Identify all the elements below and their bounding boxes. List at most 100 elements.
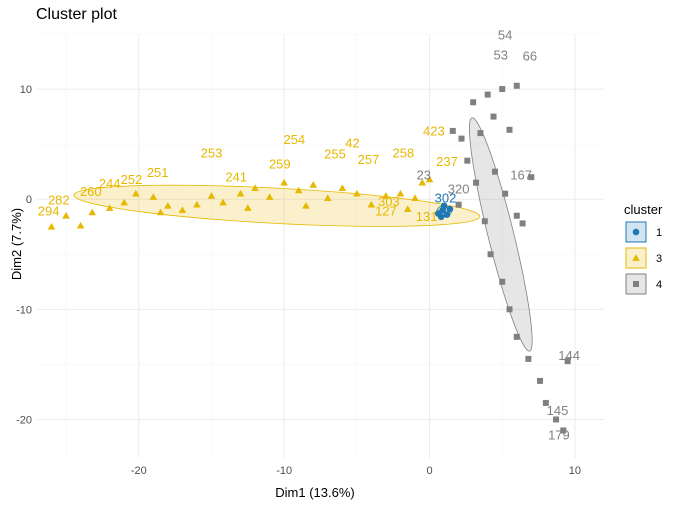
cluster-4-point (564, 358, 571, 365)
cluster-3-point (367, 200, 376, 208)
legend-label: 4 (656, 279, 662, 291)
cluster-3-points (47, 175, 434, 230)
cluster-4-point (470, 99, 477, 106)
legend-key-1: 1 (625, 221, 662, 243)
y-tick-label: 0 (26, 194, 32, 206)
point-label: 54 (498, 28, 512, 43)
cluster-4-point (513, 212, 520, 219)
cluster-1-points (434, 202, 454, 221)
cluster-3-point (236, 189, 245, 197)
cluster-3-point (244, 204, 252, 211)
point-label: 144 (558, 348, 580, 363)
cluster-4-point (464, 157, 471, 164)
cluster-4-points (449, 82, 571, 434)
y-tick-label: -10 (16, 304, 32, 316)
cluster-3-point (47, 222, 56, 230)
cluster-3-point (294, 186, 303, 194)
point-label: 252 (121, 172, 143, 187)
cluster-3-point (309, 181, 318, 188)
cluster-3-hull (73, 184, 481, 227)
cluster-1-labels: 302 (435, 190, 457, 205)
cluster-3-point (207, 192, 216, 199)
point-label: 423 (423, 123, 445, 138)
point-label: 179 (548, 427, 570, 442)
cluster-4-point (506, 306, 513, 313)
cluster-3-point (219, 198, 227, 206)
point-label: 294 (38, 204, 60, 219)
legend-marker (632, 254, 640, 261)
cluster-3-point (156, 208, 165, 216)
cluster-4-point (506, 126, 513, 133)
point-label: 241 (225, 170, 247, 185)
cluster-4-point (449, 127, 456, 134)
cluster-4-point (519, 220, 526, 227)
point-label: 131 (416, 209, 438, 224)
point-label: 302 (435, 190, 457, 205)
cluster-3-point (251, 184, 259, 192)
point-label: 42 (345, 135, 359, 150)
y-tick-label: 10 (20, 84, 32, 96)
cluster-3-point (149, 193, 158, 200)
cluster-3-point (323, 194, 332, 201)
point-label: 259 (269, 156, 291, 171)
cluster-4-point (542, 399, 549, 406)
cluster-4-ellipse (469, 117, 533, 352)
cluster-4-point (513, 82, 520, 89)
cluster-4-point (560, 427, 567, 434)
legend-marker (632, 228, 640, 236)
cluster-3-point (105, 204, 114, 211)
cluster-3-point (120, 198, 129, 206)
point-label: 303 (378, 194, 400, 209)
point-label: 255 (324, 146, 346, 161)
cluster-3-point (164, 202, 172, 209)
point-label: 253 (201, 145, 223, 160)
point-label: 258 (393, 145, 415, 160)
x-tick-label: -20 (131, 465, 147, 477)
point-label: 53 (494, 47, 508, 62)
cluster-4-point (499, 86, 506, 93)
cluster-4-point (499, 278, 506, 285)
y-axis-title: Dim2 (7.7%) (9, 208, 24, 280)
cluster-4-point (553, 416, 560, 423)
cluster-3-point (411, 194, 419, 201)
cluster-4-point (481, 218, 488, 225)
chart-title: Cluster plot (36, 6, 117, 23)
cluster-4-point (458, 135, 465, 142)
point-label: 145 (547, 403, 569, 418)
cluster-4-labels: 54 53 66 167 144 145 179 23 320 (416, 28, 579, 443)
cluster-4-point (455, 201, 462, 208)
cluster-3-point (396, 189, 405, 197)
legend: cluster 1 3 4 (624, 202, 663, 295)
cluster-3-point (88, 208, 97, 216)
cluster-4-point (490, 113, 497, 120)
cluster-4-hull (469, 117, 533, 352)
cluster-4-point (525, 355, 532, 362)
cluster-3-point (382, 192, 390, 199)
cluster-4-point (491, 168, 498, 175)
cluster-3-point (132, 189, 140, 197)
cluster-3-point (76, 221, 85, 229)
cluster-3-point (193, 200, 201, 208)
cluster-1-point (446, 205, 454, 213)
cluster-3-point (425, 175, 434, 183)
point-label: 254 (283, 132, 305, 147)
legend-key-4: 4 (625, 273, 662, 295)
cluster-3-point (280, 178, 288, 186)
point-label: 244 (99, 176, 121, 191)
point-label: 251 (147, 165, 169, 180)
legend-label: 3 (656, 253, 662, 265)
legend-marker (633, 281, 639, 287)
cluster-4-point (477, 130, 484, 137)
point-label: 260 (80, 184, 102, 199)
point-label: 127 (375, 204, 397, 219)
cluster-3-point (265, 193, 274, 200)
cluster-3-point (418, 178, 427, 186)
cluster-4-point (502, 190, 509, 197)
legend-label: 1 (656, 227, 662, 239)
cluster-3-point (353, 189, 361, 197)
cluster-4-point (487, 251, 494, 258)
cluster-3-point (302, 202, 310, 209)
x-tick-label: 0 (426, 465, 432, 477)
